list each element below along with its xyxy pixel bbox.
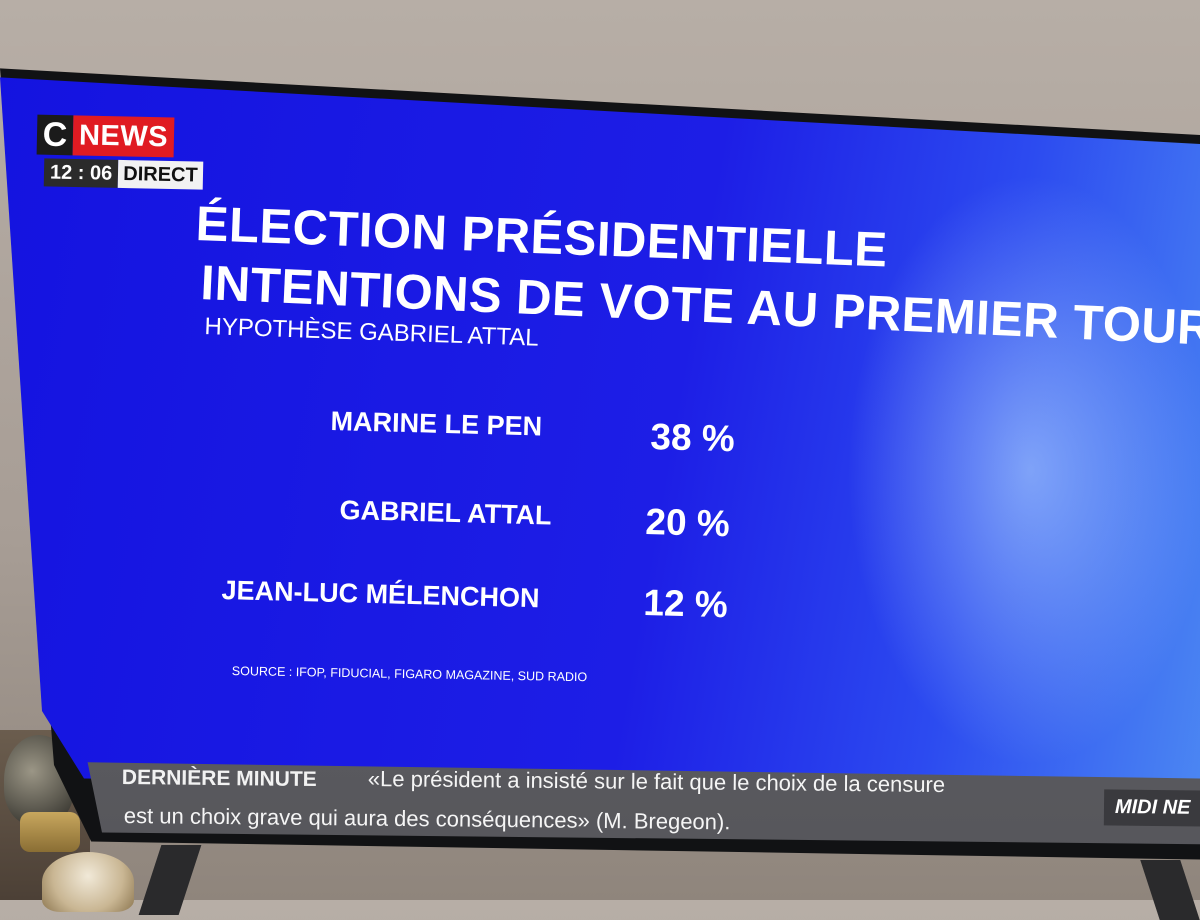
- show-name: MIDI NE: [1114, 796, 1191, 819]
- ticker-label: DERNIÈRE MINUTE: [121, 766, 317, 792]
- screen-glare: [0, 77, 1200, 792]
- clock-time: 12 : 06: [43, 158, 119, 188]
- broadcast-clock: 12 : 06 DIRECT: [43, 158, 203, 190]
- candidate-name: MARINE LE PEN: [330, 406, 543, 442]
- news-ticker-bar: [87, 762, 1200, 845]
- candidate-percentage: 20 %: [644, 501, 731, 545]
- plant-pot: [20, 812, 80, 852]
- candidate-percentage: 38 %: [649, 416, 736, 460]
- logo-news: NEWS: [72, 115, 175, 158]
- logo-c: C: [36, 114, 74, 156]
- tv-leg-right: [1140, 860, 1200, 920]
- live-badge: DIRECT: [117, 159, 203, 190]
- candidate-name: GABRIEL ATTAL: [339, 495, 552, 531]
- candidate-percentage: 12 %: [642, 582, 729, 626]
- decorative-jar: [42, 852, 134, 912]
- tv-leg-left: [138, 845, 202, 915]
- channel-logo: C NEWS: [36, 114, 175, 158]
